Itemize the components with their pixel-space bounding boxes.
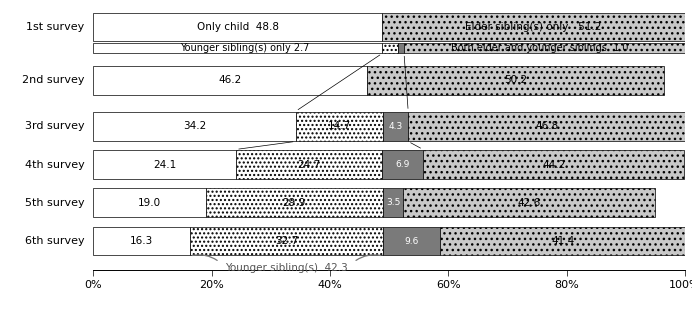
Bar	[440, 227, 685, 255]
Text: Both elder and younger siblings  1.0: Both elder and younger siblings 1.0	[451, 43, 629, 53]
Text: 16.3: 16.3	[130, 236, 153, 246]
Text: 3rd survey: 3rd survey	[25, 121, 84, 131]
Text: 32.7: 32.7	[275, 236, 298, 246]
Bar	[93, 12, 382, 41]
Text: 9.6: 9.6	[405, 237, 419, 246]
Text: 44.2: 44.2	[542, 160, 565, 170]
Text: 46.8: 46.8	[535, 121, 558, 131]
Bar	[93, 112, 295, 141]
Bar	[382, 12, 685, 41]
Text: 50.2: 50.2	[504, 75, 527, 86]
Text: Younger sibling(s)  42.3: Younger sibling(s) 42.3	[225, 263, 348, 273]
Bar	[190, 227, 383, 255]
Text: 14.7: 14.7	[327, 121, 351, 131]
Text: 1st survey: 1st survey	[26, 22, 84, 32]
Bar	[295, 112, 383, 141]
Text: 6.9: 6.9	[395, 160, 410, 169]
Bar	[93, 66, 367, 95]
Bar	[383, 112, 408, 141]
Bar	[367, 66, 664, 95]
Bar	[93, 150, 236, 179]
Bar	[382, 43, 398, 53]
Text: Younger sibling(s) only 2.7: Younger sibling(s) only 2.7	[180, 43, 309, 53]
Bar	[423, 150, 684, 179]
Text: 24.7: 24.7	[298, 160, 320, 170]
Text: 5th survey: 5th survey	[25, 198, 84, 208]
Bar	[206, 188, 383, 217]
Bar	[383, 227, 440, 255]
Bar	[93, 227, 190, 255]
Bar	[408, 112, 685, 141]
Text: 34.2: 34.2	[183, 121, 206, 131]
Bar	[403, 188, 655, 217]
Bar	[93, 188, 206, 217]
Text: 46.2: 46.2	[219, 75, 242, 86]
Text: 41.4: 41.4	[551, 236, 574, 246]
Text: 6th survey: 6th survey	[25, 236, 84, 246]
Text: 4th survey: 4th survey	[25, 160, 84, 170]
Bar	[93, 43, 382, 53]
Bar	[236, 150, 382, 179]
Bar	[382, 150, 423, 179]
Text: 24.1: 24.1	[153, 160, 176, 170]
Text: 2nd survey: 2nd survey	[22, 75, 84, 86]
Text: Only child  48.8: Only child 48.8	[197, 22, 279, 32]
Text: 42.6: 42.6	[518, 198, 541, 208]
Text: Elder sibling(s) only   51.2: Elder sibling(s) only 51.2	[466, 22, 602, 32]
Bar	[383, 188, 403, 217]
Text: 3.5: 3.5	[386, 198, 400, 207]
Text: 29.9: 29.9	[282, 198, 306, 208]
Text: 4.3: 4.3	[388, 122, 403, 131]
Bar	[404, 43, 685, 53]
Bar	[398, 43, 404, 53]
Text: 19.0: 19.0	[138, 198, 161, 208]
